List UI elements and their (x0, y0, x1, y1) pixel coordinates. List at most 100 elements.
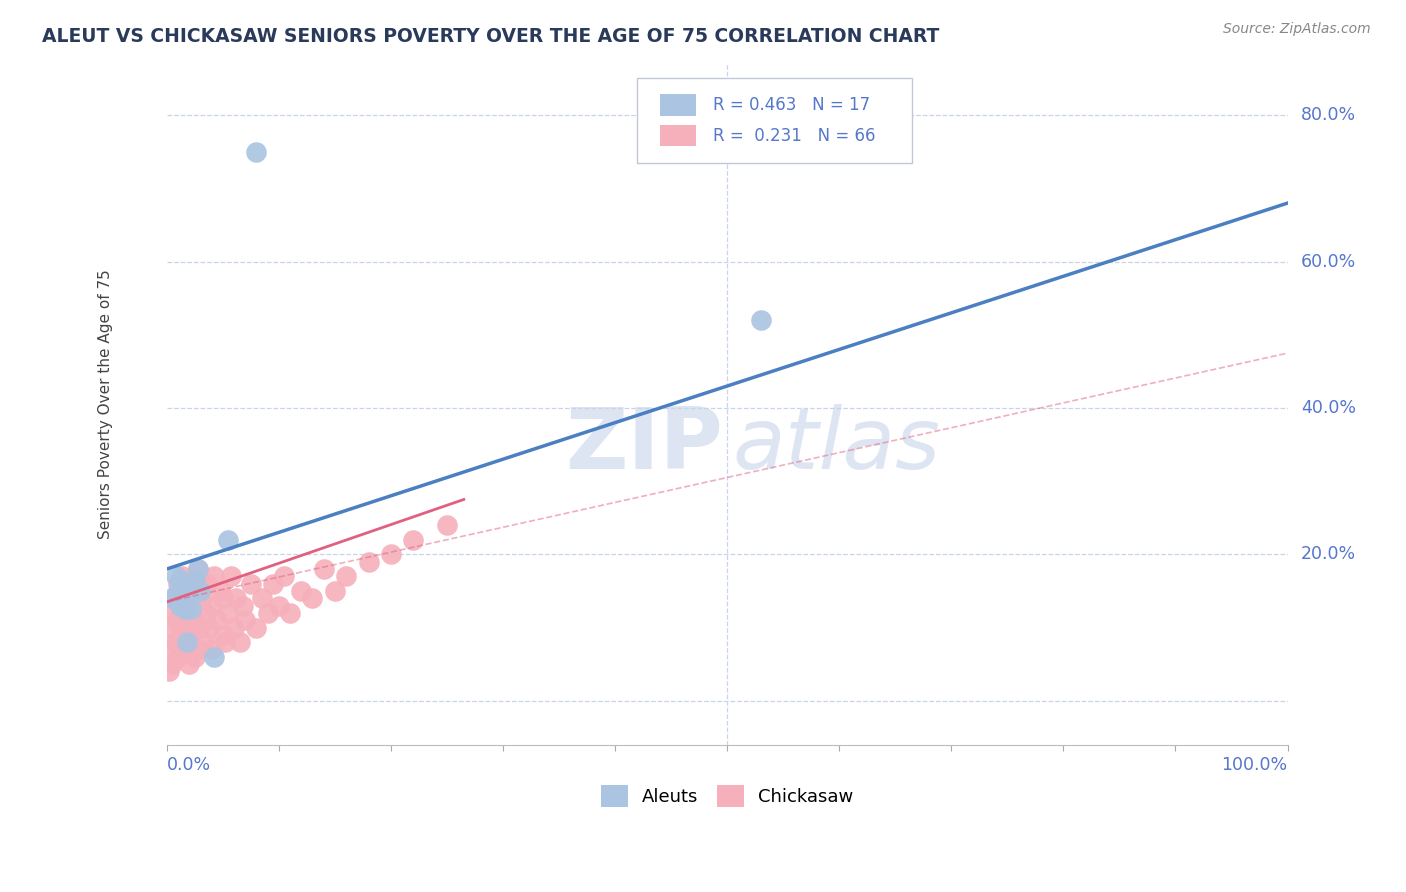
Point (250, 591, 273, 606)
Point (245, 145, 267, 159)
Point (209, 583, 232, 598)
Point (217, 606, 239, 620)
Point (201, 599, 224, 613)
Text: R =  0.231   N = 66: R = 0.231 N = 66 (713, 127, 875, 145)
Point (169, 599, 191, 613)
Point (335, 569, 357, 583)
Point (180, 628, 202, 642)
Point (222, 620, 245, 634)
Point (181, 599, 204, 613)
Point (177, 606, 200, 620)
Point (162, 657, 184, 672)
Point (217, 533, 239, 547)
Text: 100.0%: 100.0% (1222, 756, 1288, 773)
Point (187, 562, 209, 576)
Text: 0.0%: 0.0% (167, 756, 211, 773)
Point (202, 569, 225, 583)
Point (312, 562, 335, 576)
Text: atlas: atlas (733, 404, 941, 487)
Text: ZIP: ZIP (565, 404, 723, 487)
Point (211, 628, 233, 642)
Point (179, 588, 201, 602)
Point (357, 555, 380, 569)
Point (169, 628, 191, 642)
Point (233, 613, 256, 627)
Text: R = 0.463   N = 17: R = 0.463 N = 17 (713, 96, 870, 114)
Point (301, 591, 323, 606)
Point (173, 642, 195, 657)
Point (195, 576, 218, 591)
Point (184, 573, 207, 587)
Text: 60.0%: 60.0% (1301, 252, 1357, 270)
Point (179, 657, 201, 672)
Point (167, 649, 190, 664)
Point (278, 606, 301, 620)
Point (256, 606, 278, 620)
Point (173, 580, 195, 594)
FancyBboxPatch shape (637, 78, 912, 162)
Point (184, 649, 207, 664)
Point (172, 569, 194, 583)
Point (176, 635, 198, 649)
Point (198, 620, 221, 634)
Point (176, 635, 198, 649)
Point (159, 642, 181, 657)
Point (183, 569, 205, 583)
Point (167, 583, 190, 598)
Point (173, 620, 195, 634)
Point (228, 635, 250, 649)
Point (187, 562, 209, 576)
Point (160, 620, 183, 634)
Point (219, 569, 242, 583)
Text: 20.0%: 20.0% (1301, 545, 1357, 564)
Point (290, 583, 312, 598)
Point (195, 606, 218, 620)
Point (190, 591, 212, 606)
Point (211, 591, 233, 606)
Point (165, 569, 187, 583)
Text: Seniors Poverty Over the Age of 75: Seniors Poverty Over the Age of 75 (97, 269, 112, 539)
Point (180, 602, 202, 616)
Point (245, 620, 267, 634)
Text: ALEUT VS CHICKASAW SENIORS POVERTY OVER THE AGE OF 75 CORRELATION CHART: ALEUT VS CHICKASAW SENIORS POVERTY OVER … (42, 27, 939, 45)
Point (184, 613, 207, 627)
Point (165, 591, 187, 606)
Point (232, 599, 254, 613)
Point (749, 313, 772, 327)
Point (323, 583, 346, 598)
Point (201, 642, 224, 657)
Point (190, 583, 212, 598)
Text: 40.0%: 40.0% (1301, 399, 1355, 417)
Point (169, 573, 191, 587)
Point (167, 576, 190, 591)
Point (239, 576, 262, 591)
Point (179, 583, 201, 598)
Point (190, 620, 212, 634)
Point (436, 518, 458, 533)
Legend: Aleuts, Chickasaw: Aleuts, Chickasaw (593, 777, 860, 814)
Point (163, 635, 186, 649)
Point (380, 547, 402, 561)
Point (205, 613, 228, 627)
FancyBboxPatch shape (659, 125, 696, 146)
Point (162, 606, 184, 620)
Point (402, 533, 425, 547)
Point (193, 635, 215, 649)
Point (187, 642, 209, 657)
FancyBboxPatch shape (659, 94, 696, 116)
Point (262, 576, 284, 591)
Point (267, 599, 290, 613)
Point (202, 649, 225, 664)
Point (174, 591, 197, 606)
Text: Source: ZipAtlas.com: Source: ZipAtlas.com (1223, 22, 1371, 37)
Point (162, 591, 184, 606)
Point (157, 665, 180, 679)
Point (173, 602, 195, 616)
Point (186, 583, 208, 598)
Point (273, 569, 295, 583)
Text: 80.0%: 80.0% (1301, 106, 1357, 124)
Point (170, 599, 193, 613)
Point (225, 591, 247, 606)
Point (214, 635, 236, 649)
Point (166, 613, 188, 627)
